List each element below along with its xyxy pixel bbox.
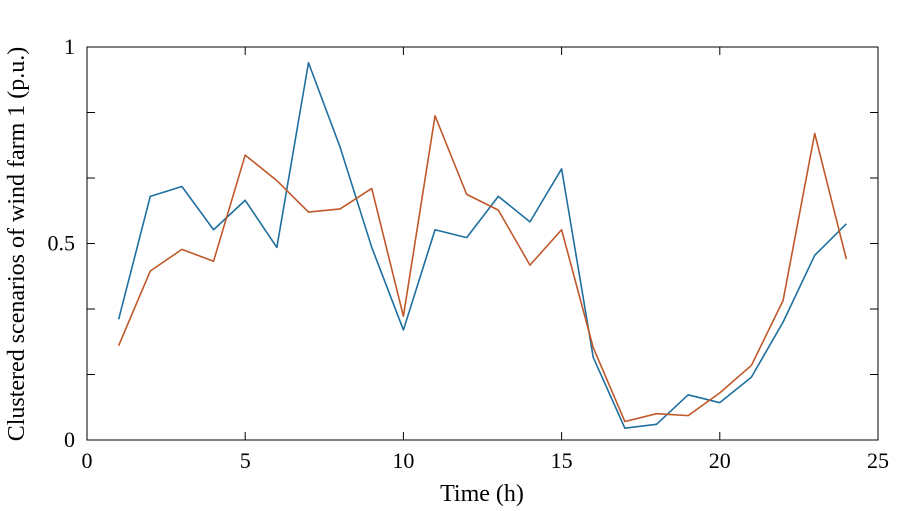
tick-labels: 0 5 10 15 20 25 0 0.5 1 [48,34,890,473]
y-tick-label: 1 [64,34,75,59]
x-axis-title: Time (h) [440,481,524,507]
y-axis-title: Clustered scenarios of wind farm 1 (p.u.… [4,47,30,442]
x-tick-label: 10 [392,448,414,473]
axis-ticks [86,46,879,441]
x-tick-label: 20 [709,448,731,473]
series-line-1 [117,61,847,430]
series-lines [117,61,848,430]
series-line-2 [117,114,848,423]
x-tick-label: 15 [551,448,573,473]
plot-area-frame [86,46,879,441]
x-tick-label: 25 [867,448,889,473]
y-tick-label: 0.5 [48,231,76,256]
x-tick-label: 0 [82,448,93,473]
y-tick-label: 0 [64,427,75,452]
x-tick-label: 5 [240,448,251,473]
